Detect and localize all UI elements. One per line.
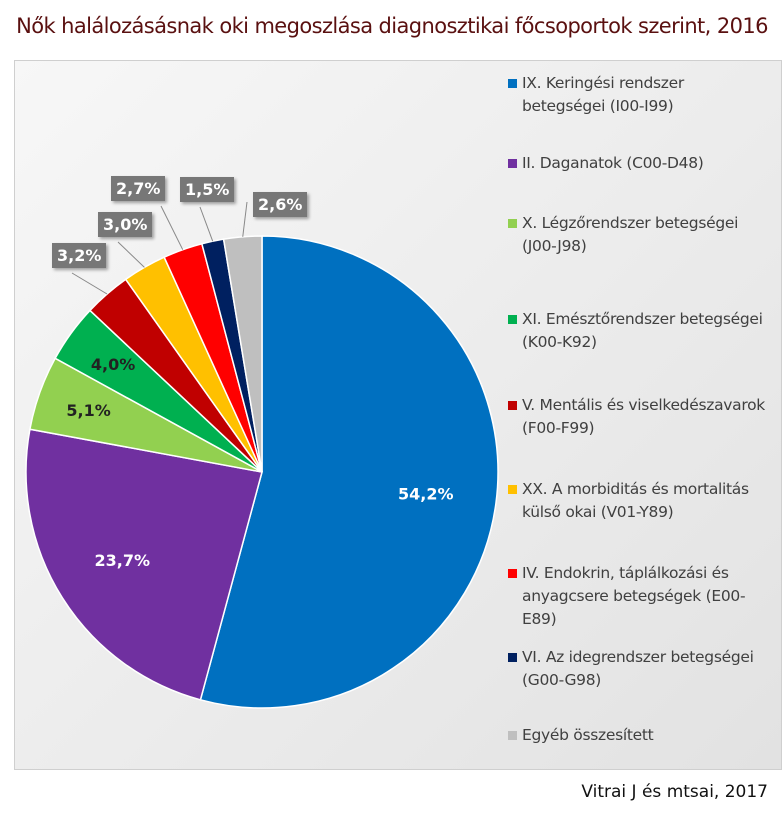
data-label: 5,1% xyxy=(66,401,110,420)
data-label: 1,5% xyxy=(180,177,235,202)
legend-swatch xyxy=(508,315,517,324)
legend-label: XI. Emésztőrendszer betegségei (K00-K92) xyxy=(522,310,763,351)
legend-swatch xyxy=(508,159,517,168)
leader-line xyxy=(160,205,184,250)
leader-line xyxy=(199,206,214,242)
legend-label: X. Légzőrendszer betegségei (J00-J98) xyxy=(522,214,739,255)
legend-label: VI. Az idegrendszer betegségei (G00-G98) xyxy=(522,648,754,689)
data-label: 23,7% xyxy=(94,551,150,570)
data-label: 54,2% xyxy=(398,485,454,504)
credit: Vitrai J és mtsai, 2017 xyxy=(581,782,768,802)
pie-slice xyxy=(25,428,263,701)
leader-line xyxy=(117,241,145,268)
legend-swatch xyxy=(508,731,517,740)
data-label: 3,2% xyxy=(52,243,107,268)
legend-swatch xyxy=(508,219,517,228)
legend-swatch xyxy=(508,569,517,578)
legend-swatch xyxy=(508,485,517,494)
legend-label: V. Mentális és viselkedészavarok (F00-F9… xyxy=(522,396,765,437)
legend-swatch xyxy=(508,401,517,410)
data-label: 3,0% xyxy=(98,212,153,237)
legend-label: IV. Endokrin, táplálkozási és anyagcsere… xyxy=(522,564,746,628)
data-label: 2,7% xyxy=(111,176,166,201)
legend-item: XI. Emésztőrendszer betegségei (K00-K92) xyxy=(508,308,768,354)
legend-label: XX. A morbiditás és mortalitás külső oka… xyxy=(522,480,749,521)
legend-label: IX. Keringési rendszer betegségei (I00-I… xyxy=(522,74,684,115)
legend-item: V. Mentális és viselkedészavarok (F00-F9… xyxy=(508,394,768,440)
data-label: 4,0% xyxy=(91,355,135,374)
legend-item: VI. Az idegrendszer betegségei (G00-G98) xyxy=(508,646,768,692)
legend-item: II. Daganatok (C00-D48) xyxy=(508,152,704,175)
pie-slice xyxy=(199,235,499,709)
leader-line xyxy=(71,272,108,295)
legend-item: IX. Keringési rendszer betegségei (I00-I… xyxy=(508,72,768,118)
leader-line xyxy=(242,201,248,237)
legend-label: Egyéb összesített xyxy=(522,726,654,744)
data-label: 2,6% xyxy=(253,192,308,217)
legend-item: Egyéb összesített xyxy=(508,724,654,747)
legend-item: IV. Endokrin, táplálkozási és anyagcsere… xyxy=(508,562,768,631)
legend-item: X. Légzőrendszer betegségei (J00-J98) xyxy=(508,212,768,258)
legend-label: II. Daganatok (C00-D48) xyxy=(522,154,704,172)
legend-swatch xyxy=(508,653,517,662)
legend-item: XX. A morbiditás és mortalitás külső oka… xyxy=(508,478,768,524)
legend-swatch xyxy=(508,79,517,88)
chart-title: Nők halálozásásnak oki megoszlása diagno… xyxy=(16,14,768,38)
